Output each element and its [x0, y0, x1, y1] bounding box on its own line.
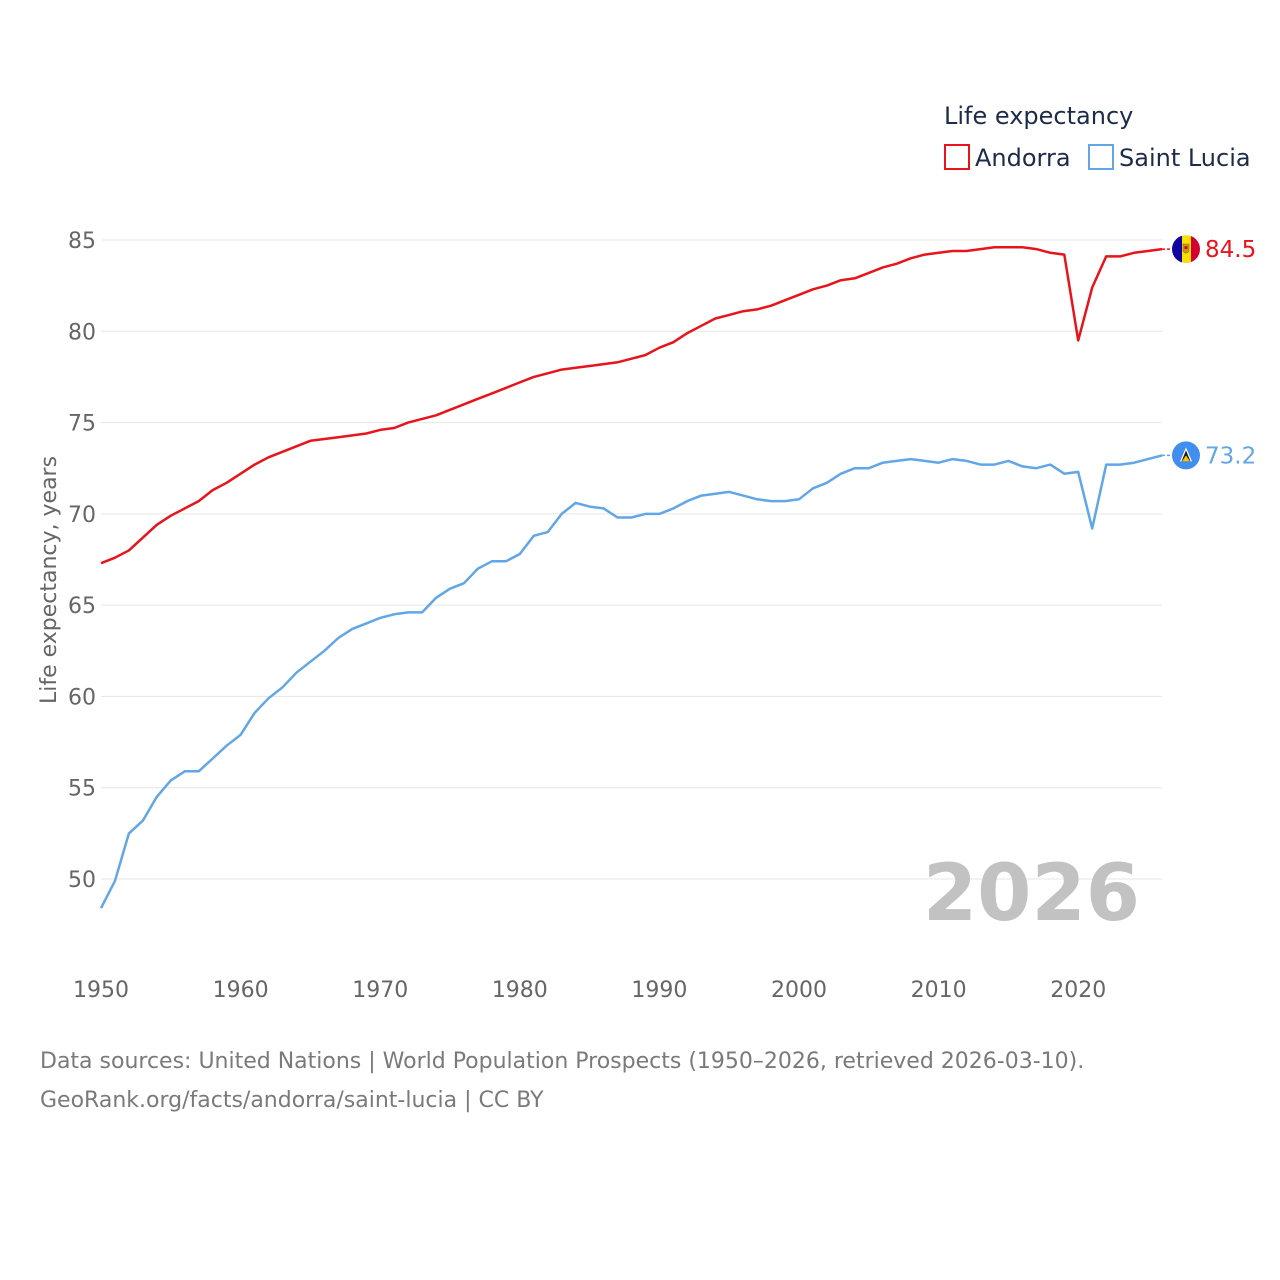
series-layer	[99, 246, 1172, 909]
x-tick-1960: 1960	[213, 978, 269, 1003]
x-tick-2000: 2000	[771, 978, 827, 1003]
y-tick-60: 60	[68, 685, 96, 710]
series-line-andorra[interactable]	[100, 246, 1163, 565]
y-tick-75: 75	[68, 412, 96, 437]
source-line-link[interactable]: GeoRank.org/facts/andorra/saint-lucia | …	[40, 1088, 544, 1113]
x-tick-2020: 2020	[1050, 978, 1106, 1003]
source-line-data: Data sources: United Nations | World Pop…	[40, 1049, 1085, 1074]
y-tick-80: 80	[68, 320, 96, 345]
y-tick-85: 85	[68, 229, 96, 254]
y-tick-labels: 50 55 60 65 70 75 80 85	[68, 229, 96, 893]
legend: Life expectancy Andorra Saint Lucia	[944, 102, 1251, 172]
series-line-saint-lucia[interactable]	[99, 454, 1163, 909]
source-note: Data sources: United Nations | World Pop…	[40, 1042, 1240, 1120]
y-tick-50: 50	[68, 868, 96, 893]
andorra-end-value: 84.5	[1205, 237, 1256, 263]
y-tick-55: 55	[68, 777, 96, 802]
year-badge: 2026	[923, 849, 1140, 939]
legend-item-saint-lucia[interactable]: Saint Lucia	[1088, 144, 1251, 172]
y-axis-label: Life expectancy, years	[37, 456, 62, 704]
legend-swatch-saint-lucia	[1088, 144, 1114, 170]
x-tick-1970: 1970	[352, 978, 408, 1003]
x-tick-labels: 1950 1960 1970 1980 1990 2000 2010 2020	[73, 978, 1106, 1003]
y-tick-65: 65	[68, 594, 96, 619]
andorra-flag-icon	[1172, 235, 1200, 264]
x-tick-1990: 1990	[631, 978, 687, 1003]
saint-lucia-end-value: 73.2	[1205, 443, 1256, 469]
legend-swatch-andorra	[944, 144, 970, 170]
legend-item-andorra[interactable]: Andorra	[944, 144, 1071, 172]
x-tick-1980: 1980	[492, 978, 548, 1003]
y-tick-70: 70	[68, 503, 96, 528]
legend-title[interactable]: Life expectancy	[944, 102, 1133, 130]
x-tick-1950: 1950	[73, 978, 129, 1003]
grid-layer	[101, 239, 1162, 880]
saint-lucia-flag-icon	[1172, 441, 1200, 470]
legend-label-andorra: Andorra	[975, 144, 1071, 172]
legend-label-saint-lucia: Saint Lucia	[1119, 144, 1251, 172]
x-tick-2010: 2010	[911, 978, 967, 1003]
